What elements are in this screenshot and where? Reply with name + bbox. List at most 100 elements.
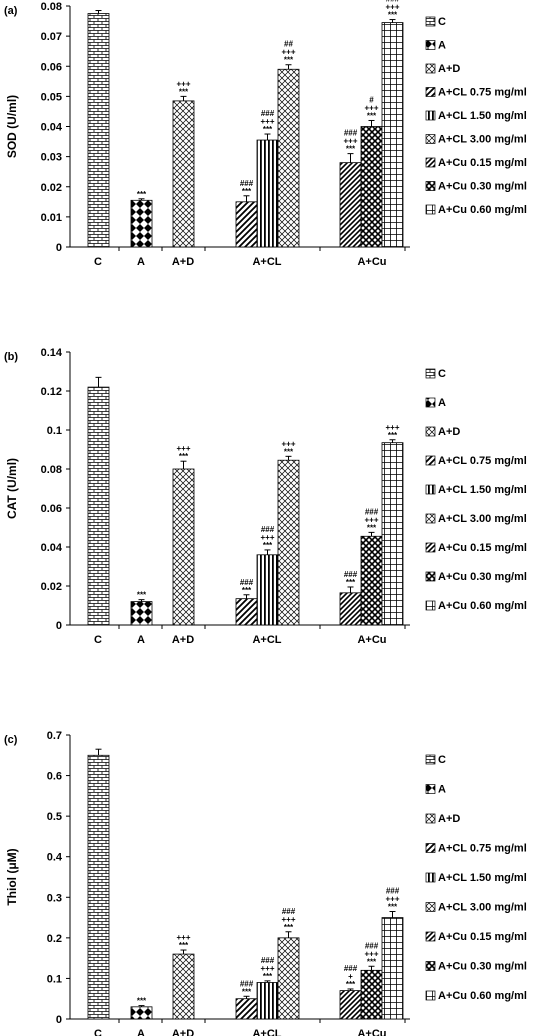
y-tick-label: 0.04 [41,542,63,554]
bar [130,199,153,248]
significance-label: +++ [176,444,190,453]
legend-entry: A+CL 1.50 mg/ml [438,484,527,496]
significance-label: ### [344,129,358,138]
legend-entry: A [438,784,446,796]
significance-label: +++ [176,933,190,942]
significance-label: +++ [364,515,378,524]
significance-label: ### [240,578,254,587]
legend-entry: C [438,368,446,380]
significance-label: *** [367,523,377,532]
legend-entry: A+CL 3.00 mg/ml [438,902,527,914]
legend-swatch [425,397,436,408]
y-tick-label: 0.06 [41,503,62,515]
x-category-label: A+D [172,634,194,646]
legend-swatch [425,134,436,144]
x-category-label: C [94,1028,102,1036]
bar [277,68,300,248]
bar [256,139,279,248]
y-tick-label: 0.14 [41,347,63,359]
bar [381,442,404,626]
y-tick-label: 0.04 [41,122,63,134]
bar [339,990,362,1020]
significance-label: +++ [176,79,190,88]
legend-swatch [425,181,436,191]
legend-entry: A+CL 3.00 mg/ml [438,513,527,525]
legend-entry: A [438,40,446,52]
significance-label: ### [365,507,379,516]
legend-entry: A+Cu 0.30 mg/ml [438,181,527,193]
bar [87,13,110,248]
significance-label: *** [242,187,252,196]
bar [381,22,404,248]
bar [381,917,404,1020]
significance-label: *** [367,957,377,966]
significance-label: +++ [260,533,274,542]
significance-label: +++ [343,137,357,146]
x-category-label: A [137,256,145,268]
x-category-label: A+CL [252,256,281,268]
legend-entry: A+Cu 0.15 mg/ml [438,157,527,169]
x-category-label: A+Cu [357,1028,386,1036]
legend-swatch [425,542,436,553]
y-tick-label: 0.4 [47,852,63,864]
legend-swatch [425,571,436,582]
y-tick-label: 0.02 [41,182,62,194]
legend-entry: A+Cu 0.60 mg/ml [438,990,527,1002]
significance-label: +++ [260,964,274,973]
significance-label: +++ [281,439,295,448]
y-tick-label: 0.3 [47,892,62,904]
bar [172,468,195,626]
significance-label: *** [388,11,398,20]
legend-swatch [425,843,436,853]
significance-label: *** [137,591,147,600]
panel-label: (c) [4,734,18,746]
chart-panel-3: (c) Thiol (μM) 0 0.1 0.2 0.3 0.4 0.5 0.6 0.7 C A A+D… [4,730,527,1036]
legend-swatch [425,990,436,1001]
legend-entry: A+Cu 0.15 mg/ml [438,542,527,554]
significance-label: # [369,95,374,104]
x-category-label: A [137,634,145,646]
legend-swatch [425,872,436,883]
bar [277,937,300,1020]
significance-label: *** [137,997,147,1006]
y-tick-label: 0.07 [41,31,62,43]
legend-swatch [425,931,436,942]
legend-entry: A+CL 3.00 mg/ml [438,134,527,146]
legend-swatch [425,368,436,379]
significance-label: +++ [281,915,295,924]
legend-entry: A+CL 0.75 mg/ml [438,455,527,467]
significance-label: ### [261,109,275,118]
bar [172,100,195,248]
y-tick-label: 0.2 [47,933,62,945]
legend-swatch [425,63,436,74]
significance-label: +++ [364,949,378,958]
bar [339,162,362,248]
y-axis-label: CAT (U/ml) [5,458,19,519]
significance-label: *** [137,190,147,199]
significance-label: ### [386,886,400,895]
legend-entry: A+CL 1.50 mg/ml [438,872,527,884]
significance-label: *** [179,452,189,461]
legend-entry: A+D [438,63,460,75]
significance-label: *** [242,586,252,595]
legend-entry: A+D [438,813,460,825]
significance-label: *** [346,578,356,587]
significance-label: *** [242,987,252,996]
significance-label: +++ [260,117,274,126]
legend-swatch [425,513,436,524]
legend-swatch [425,87,436,97]
legend-swatch [425,600,436,611]
significance-label: ### [261,956,275,965]
y-tick-label: 0.06 [41,61,62,73]
bar [235,201,258,248]
significance-label: *** [263,972,273,981]
significance-label: *** [284,56,294,65]
bar [360,535,383,626]
legend-entry: A+Cu 0.30 mg/ml [438,961,527,973]
y-tick-label: 0.12 [41,386,62,398]
x-category-label: C [94,634,102,646]
significance-label: *** [367,111,377,120]
legend-entry: A+CL 1.50 mg/ml [438,110,527,122]
significance-label: +++ [385,423,399,432]
y-tick-label: 0.08 [41,464,62,476]
